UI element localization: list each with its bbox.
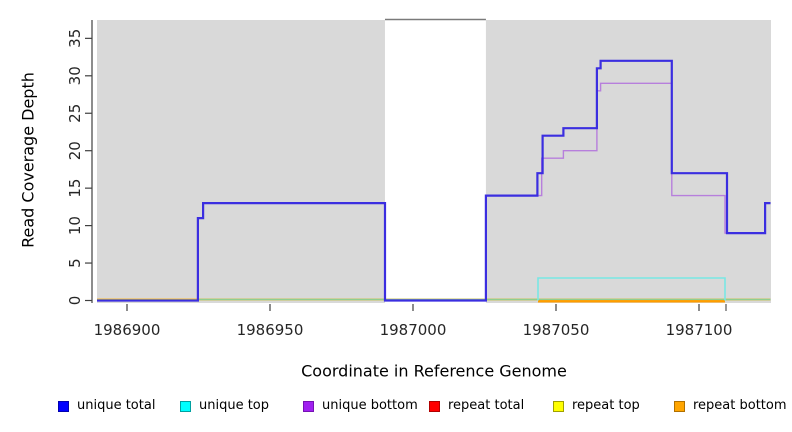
x-tick-label: 1987000 — [380, 321, 447, 339]
legend-label: unique total — [77, 398, 156, 413]
legend-item-repeat-total: repeat total — [429, 398, 524, 414]
y-tick-label: 35 — [66, 29, 84, 48]
legend-label: unique bottom — [322, 398, 418, 413]
y-tick-label: 0 — [66, 296, 84, 306]
legend-item-unique-total: unique total — [58, 398, 155, 414]
legend-swatch-repeat-bottom — [674, 400, 685, 412]
legend-label: repeat total — [448, 398, 525, 413]
y-tick-label: 30 — [66, 66, 84, 85]
y-tick-label: 5 — [66, 258, 84, 268]
legend-swatch-repeat-total — [429, 400, 440, 412]
legend-swatch-repeat-top — [553, 400, 564, 412]
x-tick-label: 1987050 — [523, 321, 590, 339]
y-tick-label: 25 — [66, 104, 84, 123]
y-tick-label: 15 — [66, 179, 84, 198]
legend-label: repeat top — [572, 398, 640, 413]
legend-item-repeat-top: repeat top — [553, 398, 640, 414]
legend-item-repeat-bottom: repeat bottom — [674, 398, 787, 414]
legend-label: repeat bottom — [693, 398, 787, 413]
legend-item-unique-top: unique top — [180, 398, 269, 414]
highlight-band — [384, 20, 486, 303]
legend-swatch-unique-total — [58, 400, 69, 412]
series-unique-total — [97, 59, 771, 302]
x-tick-label: 1986900 — [94, 321, 161, 339]
legend-label: unique top — [199, 398, 270, 413]
legend-swatch-unique-bottom — [303, 400, 314, 412]
x-tick-label: 1987100 — [666, 321, 733, 339]
x-tick-label: 1986950 — [237, 321, 304, 339]
series-unique-top — [537, 277, 726, 301]
y-tick-label: 20 — [66, 141, 84, 160]
x-axis-title: Coordinate in Reference Genome — [301, 361, 567, 381]
y-axis-title: Read Coverage Depth — [18, 72, 38, 248]
legend-swatch-unique-top — [180, 400, 191, 412]
legend-item-unique-bottom: unique bottom — [303, 398, 418, 414]
y-tick-label: 10 — [66, 216, 84, 235]
